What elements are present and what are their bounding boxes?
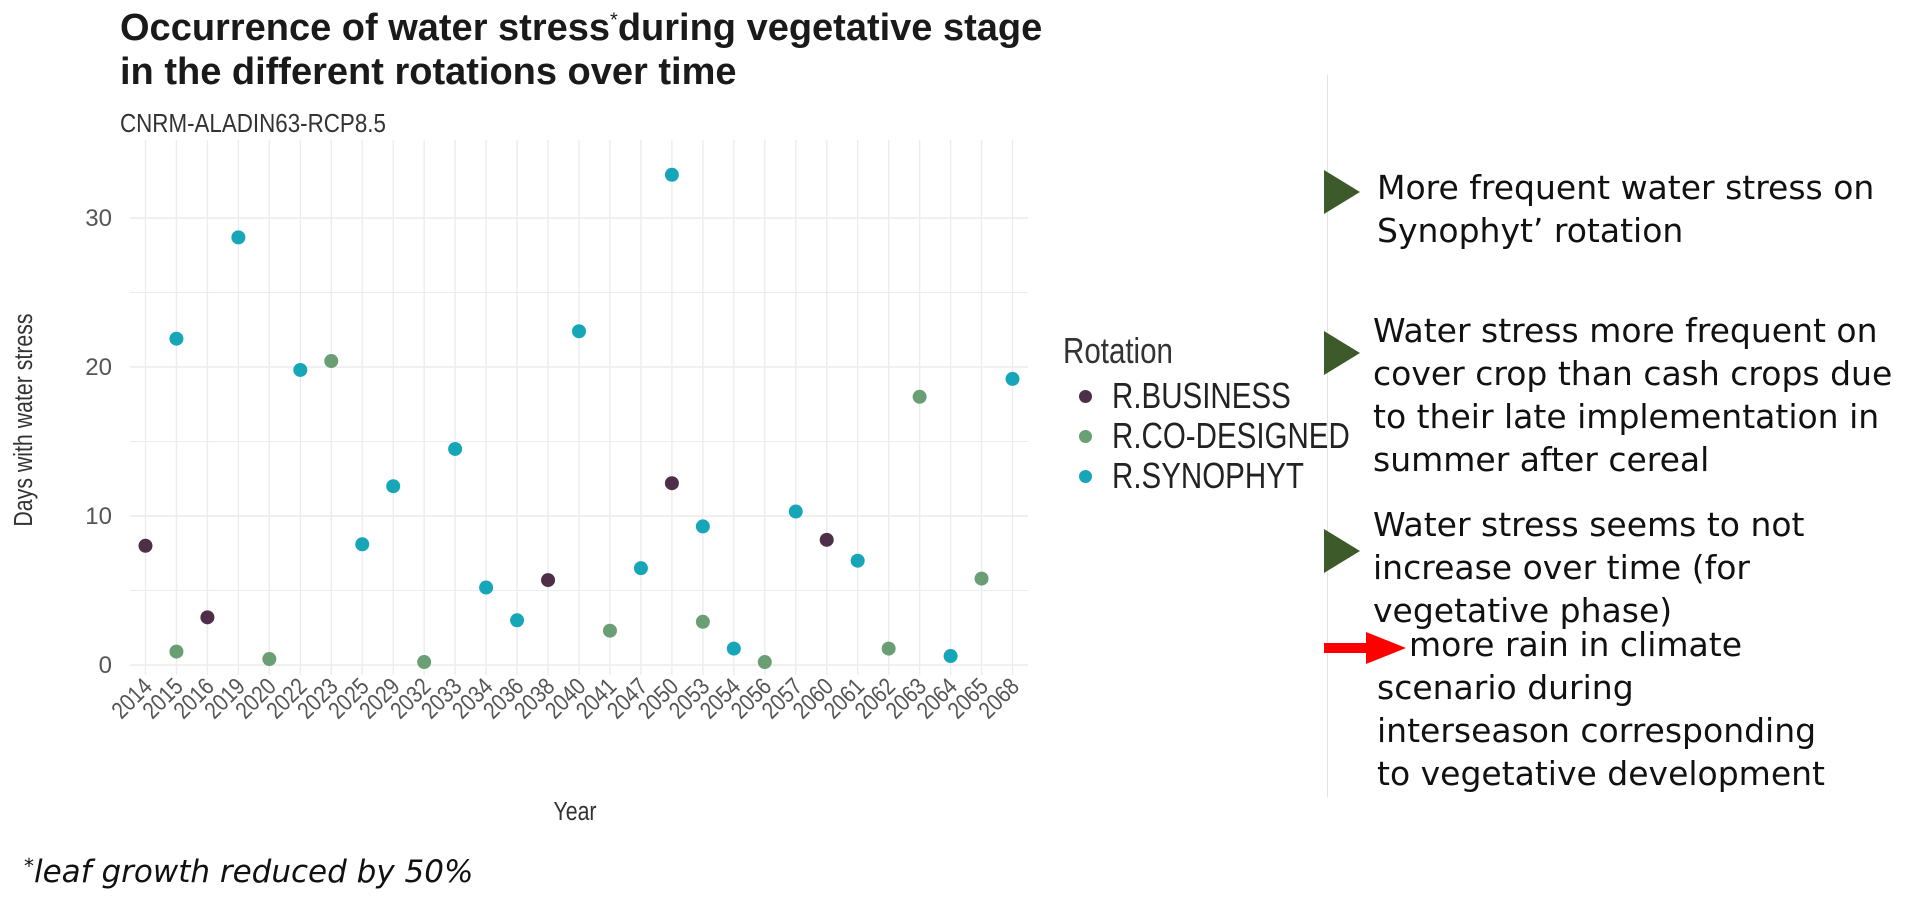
point-r-synophyt bbox=[943, 649, 958, 664]
point-r-co-designed bbox=[262, 652, 277, 667]
point-r-synophyt bbox=[1005, 371, 1020, 386]
chart-grid bbox=[130, 140, 1028, 675]
point-r-business bbox=[664, 476, 679, 491]
point-r-business bbox=[200, 610, 215, 625]
title-text-1-rest: during vegetative stage bbox=[617, 7, 1043, 49]
point-r-synophyt bbox=[695, 519, 710, 534]
point-r-co-designed bbox=[324, 354, 339, 369]
title-asterisk: * bbox=[610, 9, 618, 32]
chart-subtitle: CNRM-ALADIN63-RCP8.5 bbox=[120, 108, 386, 138]
note-more-rain: more rain in climate scenario during int… bbox=[1377, 625, 1825, 793]
panel-divider bbox=[1327, 75, 1328, 797]
green-arrow-icon bbox=[1324, 170, 1360, 214]
point-r-synophyt bbox=[355, 537, 370, 552]
footnote-asterisk: * bbox=[24, 854, 34, 878]
legend-item-co-designed: R.CO-DESIGNED bbox=[1063, 415, 1402, 456]
green-arrow-icon bbox=[1324, 529, 1360, 573]
y-tick-label: 30 bbox=[85, 205, 112, 232]
x-axis-title: Year bbox=[553, 797, 596, 827]
note-text: More frequent water stress on Synophyt’ … bbox=[1377, 168, 1875, 250]
point-r-co-designed bbox=[169, 644, 184, 659]
point-r-synophyt bbox=[448, 441, 463, 456]
y-tick-label: 10 bbox=[85, 503, 112, 530]
point-r-co-designed bbox=[974, 571, 989, 586]
note-cover-crop: Water stress more frequent on cover crop… bbox=[1324, 309, 1892, 481]
point-r-synophyt bbox=[788, 504, 803, 519]
point-r-business bbox=[138, 538, 153, 553]
legend-item-business: R.BUSINESS bbox=[1063, 375, 1402, 416]
footnote-text: leaf growth reduced by 50% bbox=[34, 854, 474, 890]
x-axis-ticks: 2014201520162019202020222023202520292032… bbox=[106, 673, 1024, 724]
note-text: Water stress more frequent on cover crop… bbox=[1373, 311, 1893, 479]
legend-item-synophyt: R.SYNOPHYT bbox=[1063, 455, 1402, 496]
legend-label-business: R.BUSINESS bbox=[1112, 375, 1291, 416]
chart-title: Occurrence of water stress*during vegeta… bbox=[120, 6, 1042, 94]
point-r-co-designed bbox=[881, 641, 896, 656]
point-r-synophyt bbox=[510, 613, 525, 628]
point-r-synophyt bbox=[479, 580, 494, 595]
y-axis-ticks: 0 10 20 30 bbox=[85, 205, 112, 679]
point-r-synophyt bbox=[572, 324, 586, 339]
point-r-business bbox=[819, 532, 834, 547]
red-arrow-icon bbox=[1324, 632, 1406, 664]
scatter-chart: 0 10 20 30 20142015201620192020202220232025… bbox=[9, 140, 1028, 827]
point-r-co-designed bbox=[417, 655, 432, 670]
y-axis-title: Days with water stress bbox=[9, 313, 39, 526]
point-r-co-designed bbox=[757, 655, 772, 670]
y-tick-label: 0 bbox=[99, 652, 112, 679]
footnote: *leaf growth reduced by 50% bbox=[24, 854, 473, 890]
chart-title-line1: Occurrence of water stress*during vegeta… bbox=[120, 6, 1042, 50]
green-arrow-icon bbox=[1324, 331, 1360, 375]
legend-marker-synophyt bbox=[1079, 469, 1092, 483]
point-r-business bbox=[541, 573, 556, 588]
point-r-synophyt bbox=[231, 230, 246, 245]
chart-title-line2: in the different rotations over time bbox=[120, 51, 737, 93]
point-r-synophyt bbox=[386, 479, 401, 494]
point-r-synophyt bbox=[169, 331, 184, 346]
legend-marker-co-designed bbox=[1079, 429, 1092, 443]
legend-label-co-designed: R.CO-DESIGNED bbox=[1112, 415, 1350, 456]
point-r-co-designed bbox=[695, 614, 710, 629]
legend-title: Rotation bbox=[1063, 330, 1173, 371]
point-r-synophyt bbox=[664, 167, 679, 182]
chart-legend: Rotation R.BUSINESS R.CO-DESIGNED R.SYNO… bbox=[1063, 330, 1402, 496]
title-text-1: Occurrence of water stress bbox=[120, 7, 611, 49]
y-tick-label: 20 bbox=[85, 354, 112, 381]
note-no-increase: Water stress seems to not increase over … bbox=[1324, 503, 1804, 632]
point-r-co-designed bbox=[602, 623, 617, 638]
point-r-synophyt bbox=[726, 641, 741, 656]
point-r-synophyt bbox=[633, 561, 648, 576]
point-r-synophyt bbox=[293, 362, 308, 377]
legend-marker-business bbox=[1079, 389, 1092, 403]
data-points bbox=[138, 167, 1020, 670]
point-r-synophyt bbox=[850, 553, 865, 568]
legend-label-synophyt: R.SYNOPHYT bbox=[1112, 455, 1304, 496]
point-r-co-designed bbox=[912, 389, 927, 404]
note-text: Water stress seems to not increase over … bbox=[1373, 505, 1805, 630]
note-frequent-stress: More frequent water stress on Synophyt’ … bbox=[1324, 166, 1874, 252]
